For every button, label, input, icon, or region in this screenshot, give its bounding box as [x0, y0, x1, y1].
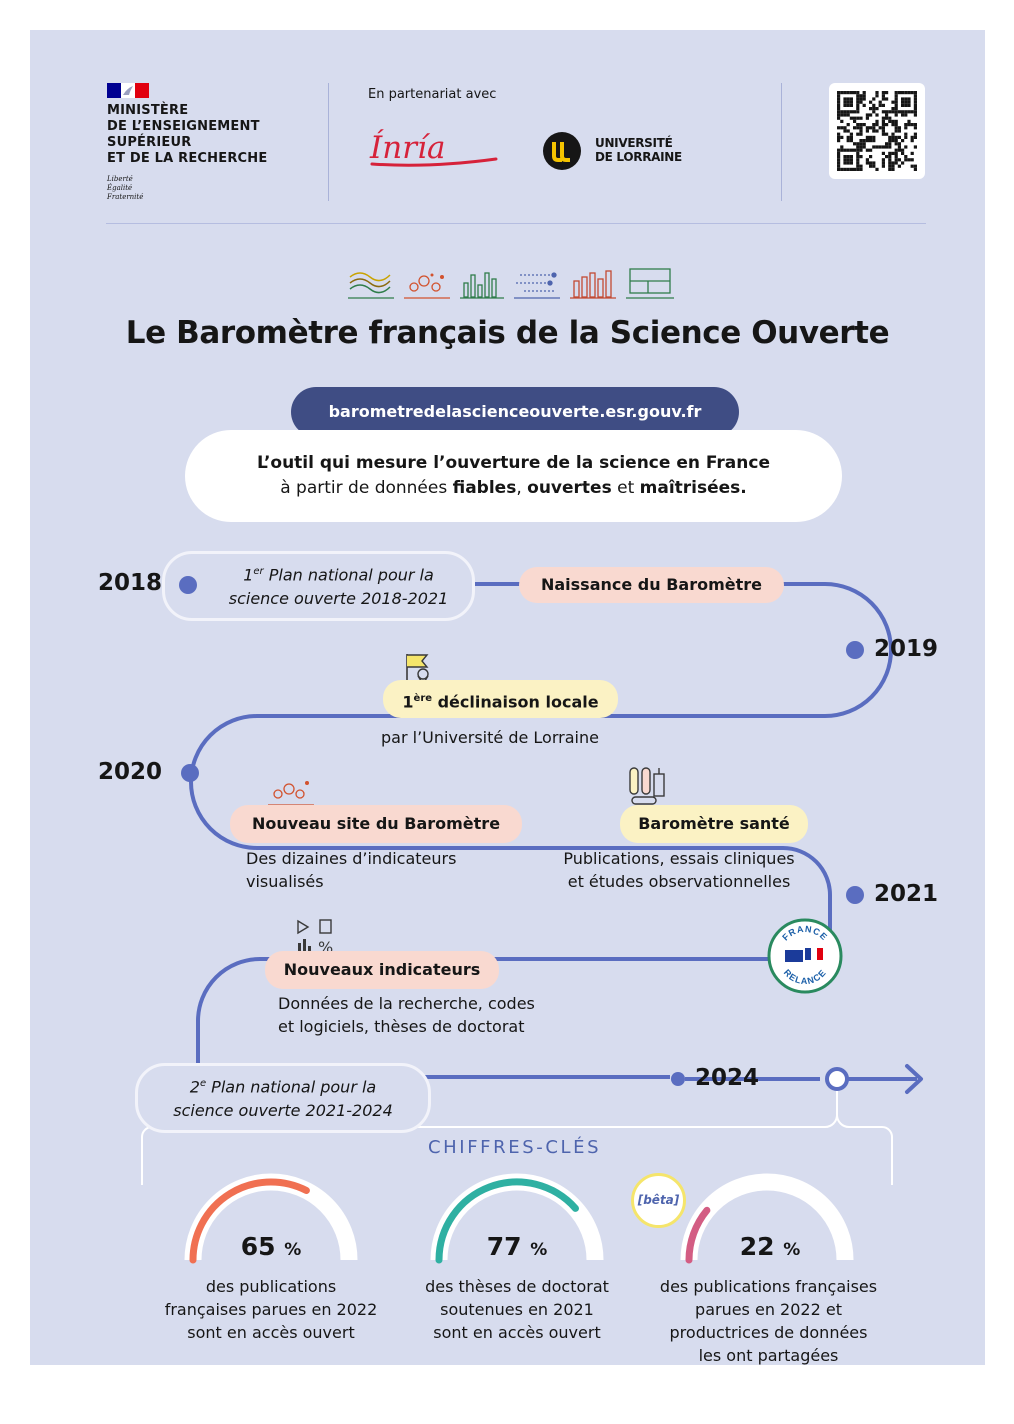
tagline-line1: L’outil qui mesure l’ouverture de la sci… [257, 453, 770, 473]
header-separator [106, 223, 926, 224]
dotplot-icon [514, 272, 560, 299]
bars-icon [460, 272, 504, 299]
gauge-3-value: 22 % [739, 1232, 801, 1261]
year-2021: 2021 [874, 881, 939, 907]
milestone-declinaison-locale: 1ère déclinaison locale [383, 680, 618, 718]
bubbles-icon [268, 781, 314, 806]
nouveaux-indicateurs-subtitle: Données de la recherche, codes et logici… [278, 994, 535, 1036]
gauge-fill-1 [189, 1178, 310, 1264]
year-2024: 2024 [695, 1065, 760, 1091]
gauge-fill-3 [685, 1206, 711, 1264]
nouveau-site-subtitle: Des dizaines d’indicateurs visualisés [246, 849, 457, 891]
inria-logo: Ínría [370, 130, 446, 166]
timeline-dot-2018 [179, 576, 197, 594]
gauges [184, 1173, 854, 1264]
page-title: Le Baromètre français de la Science Ouve… [125, 315, 890, 351]
lab-tubes-icon [629, 767, 665, 805]
svg-text:%: % [318, 938, 333, 955]
milestone-nouveau-site: Nouveau site du Baromètre [230, 805, 522, 843]
header-divider [328, 83, 329, 201]
gauge-2-caption: des thèses de doctorat soutenues en 2021 s… [425, 1277, 609, 1342]
chiffres-cles-title: CHIFFRES-CLÉS [423, 1137, 607, 1158]
poster: MINISTÈRE DE L’ENSEIGNEMENT SUPÉRIEUR ET… [30, 30, 985, 1365]
milestone-barometre-sante: Baromètre santé [620, 805, 808, 843]
milestone-naissance: Naissance du Baromètre [519, 567, 784, 603]
year-2019: 2019 [874, 636, 939, 662]
partner-label: En partenariat avec [368, 87, 497, 102]
year-2018: 2018 [98, 570, 163, 596]
universite-lorraine-name: UNIVERSITÉ DE LORRAINE [595, 136, 682, 164]
tagline-box: L’outil qui mesure l’ouverture de la sci… [185, 430, 842, 522]
treemap-icon [626, 268, 674, 299]
year-2020: 2020 [98, 759, 163, 785]
milestone-nouveaux-indicateurs: Nouveaux indicateurs [265, 951, 499, 989]
chart-icons-row [348, 268, 674, 299]
ministry-name: MINISTÈRE DE L’ENSEIGNEMENT SUPÉRIEUR ET… [107, 103, 268, 166]
bubbles-icon [404, 273, 450, 299]
stacked-bars-icon [570, 270, 616, 299]
universite-lorraine-logo [543, 132, 581, 170]
tagline-line2: à partir de données fiables, ouvertes et… [280, 478, 747, 498]
header-divider-2 [781, 83, 782, 201]
inria-swoosh [370, 157, 498, 167]
beta-badge: [bêta] [631, 1173, 686, 1228]
website-url-link[interactable]: barometredelascienceouverte.esr.gouv.fr [291, 387, 739, 437]
sante-subtitle: Publications, essais cliniques et études… [563, 849, 795, 891]
media-stats-icon: % [297, 919, 333, 955]
republic-motto: Liberté Égalité Fraternité [107, 175, 144, 201]
gauge-3-caption: des publications françaises parues en 202… [659, 1277, 878, 1365]
france-relance-badge: FRANCE RELANCE [767, 918, 843, 994]
declinaison-subtitle: par l’Université de Lorraine [381, 728, 599, 747]
gauge-fill-2 [435, 1178, 579, 1264]
gauge-2-value: 77 % [486, 1232, 548, 1261]
plan-national-2: 2e Plan national pour la science ouverte… [135, 1063, 431, 1133]
qr-code[interactable] [829, 83, 925, 179]
waves-icon [348, 272, 394, 299]
marianne-logo [107, 83, 149, 98]
gauge-1-value: 65 % [240, 1232, 302, 1261]
plan-national-1: 1er Plan national pour la science ouvert… [162, 551, 475, 621]
gauge-1-caption: des publications françaises parues en 202… [164, 1277, 378, 1342]
